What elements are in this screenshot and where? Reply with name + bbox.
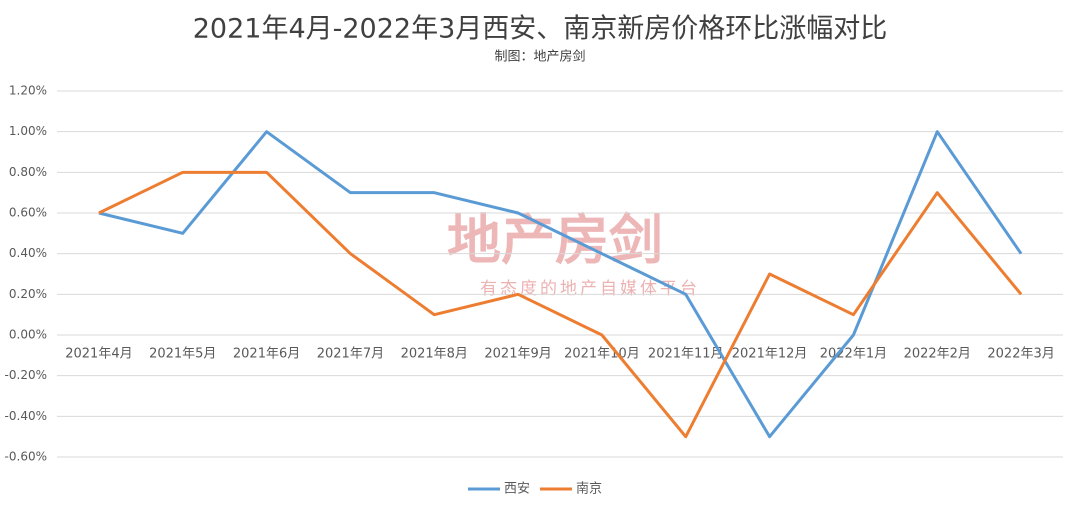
series-line xyxy=(98,130,1023,439)
y-tick-label: 0.40% xyxy=(9,246,47,260)
y-tick-label: 1.00% xyxy=(9,124,47,138)
x-tick-label: 2021年5月 xyxy=(149,347,216,362)
x-tick-label: 2021年9月 xyxy=(484,347,551,362)
series-line xyxy=(98,170,1023,439)
watermark: 地产房剑 xyxy=(447,209,663,272)
chart-subtitle: 制图：地产房剑 xyxy=(494,49,585,65)
y-tick-label: -0.20% xyxy=(5,368,47,382)
y-tick-label: 1.20% xyxy=(9,84,47,98)
chart-title: 2021年4月-2022年3月西安、南京新房价格环比涨幅对比 xyxy=(193,14,888,45)
y-tick-label: 0.00% xyxy=(9,328,47,342)
x-tick-label: 2021年10月 xyxy=(564,347,640,362)
x-tick-label: 2022年1月 xyxy=(820,347,887,362)
x-tick-label: 2021年11月 xyxy=(648,347,724,362)
legend-label: 南京 xyxy=(576,481,602,497)
x-tick-label: 2021年7月 xyxy=(317,347,384,362)
x-tick-label: 2021年6月 xyxy=(233,347,300,362)
y-tick-label: 0.20% xyxy=(9,287,47,301)
x-tick-label: 2022年3月 xyxy=(987,347,1054,362)
x-tick-label: 2021年12月 xyxy=(732,347,808,362)
legend-label: 西安 xyxy=(504,482,530,497)
x-tick-label: 2021年8月 xyxy=(401,347,468,362)
y-tick-label: 0.60% xyxy=(9,206,47,220)
y-tick-label: -0.40% xyxy=(5,409,47,423)
y-tick-label: 0.80% xyxy=(9,165,47,179)
x-tick-label: 2022年2月 xyxy=(904,347,971,362)
y-tick-label: -0.60% xyxy=(5,450,47,464)
x-tick-label: 2021年4月 xyxy=(65,347,132,362)
